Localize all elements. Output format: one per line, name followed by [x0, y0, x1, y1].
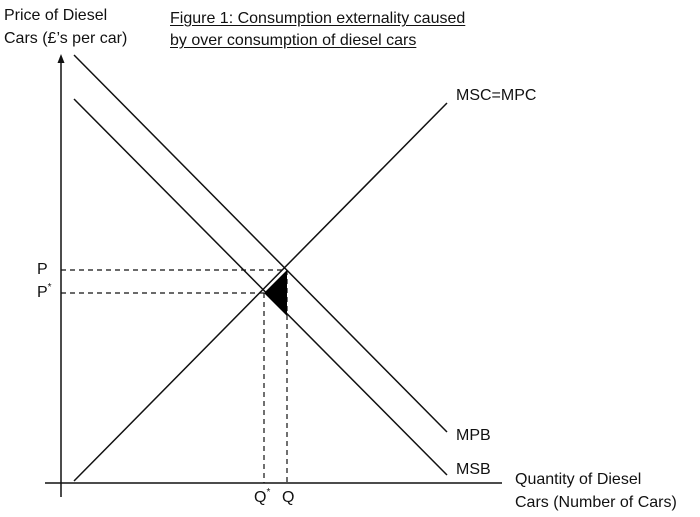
price-p-star-letter: P	[37, 284, 48, 301]
msc-mpc-curve	[73, 102, 448, 482]
price-p-star-label: P*	[37, 283, 52, 303]
mpb-curve	[73, 54, 448, 433]
figure-title-line-1: Figure 1: Consumption externality caused	[170, 10, 466, 27]
msc-mpc-label: MSC=MPC	[456, 87, 537, 104]
mpb-label: MPB	[456, 427, 491, 444]
quantity-q-star-label: Q*	[254, 488, 270, 508]
x-axis-label-line-1: Quantity of Diesel	[515, 471, 642, 488]
msb-label: MSB	[456, 461, 491, 478]
y-axis-label-line-2: Cars (£’s per car)	[4, 30, 128, 47]
price-p-label: P	[37, 261, 48, 278]
figure-title-line-2: by over consumption of diesel cars	[170, 32, 417, 49]
y-axis-label-line-1: Price of Diesel	[4, 7, 108, 24]
quantity-q-label: Q	[282, 489, 295, 506]
quantity-q-star-mark: *	[266, 487, 271, 498]
y-axis-arrow	[57, 54, 65, 63]
x-axis-label-line-2: Cars (Number of Cars)	[515, 494, 677, 511]
welfare-loss-triangle	[264, 270, 287, 316]
quantity-q-star-letter: Q	[254, 489, 267, 506]
price-p-star-mark: *	[47, 282, 52, 293]
msb-curve	[73, 98, 448, 476]
